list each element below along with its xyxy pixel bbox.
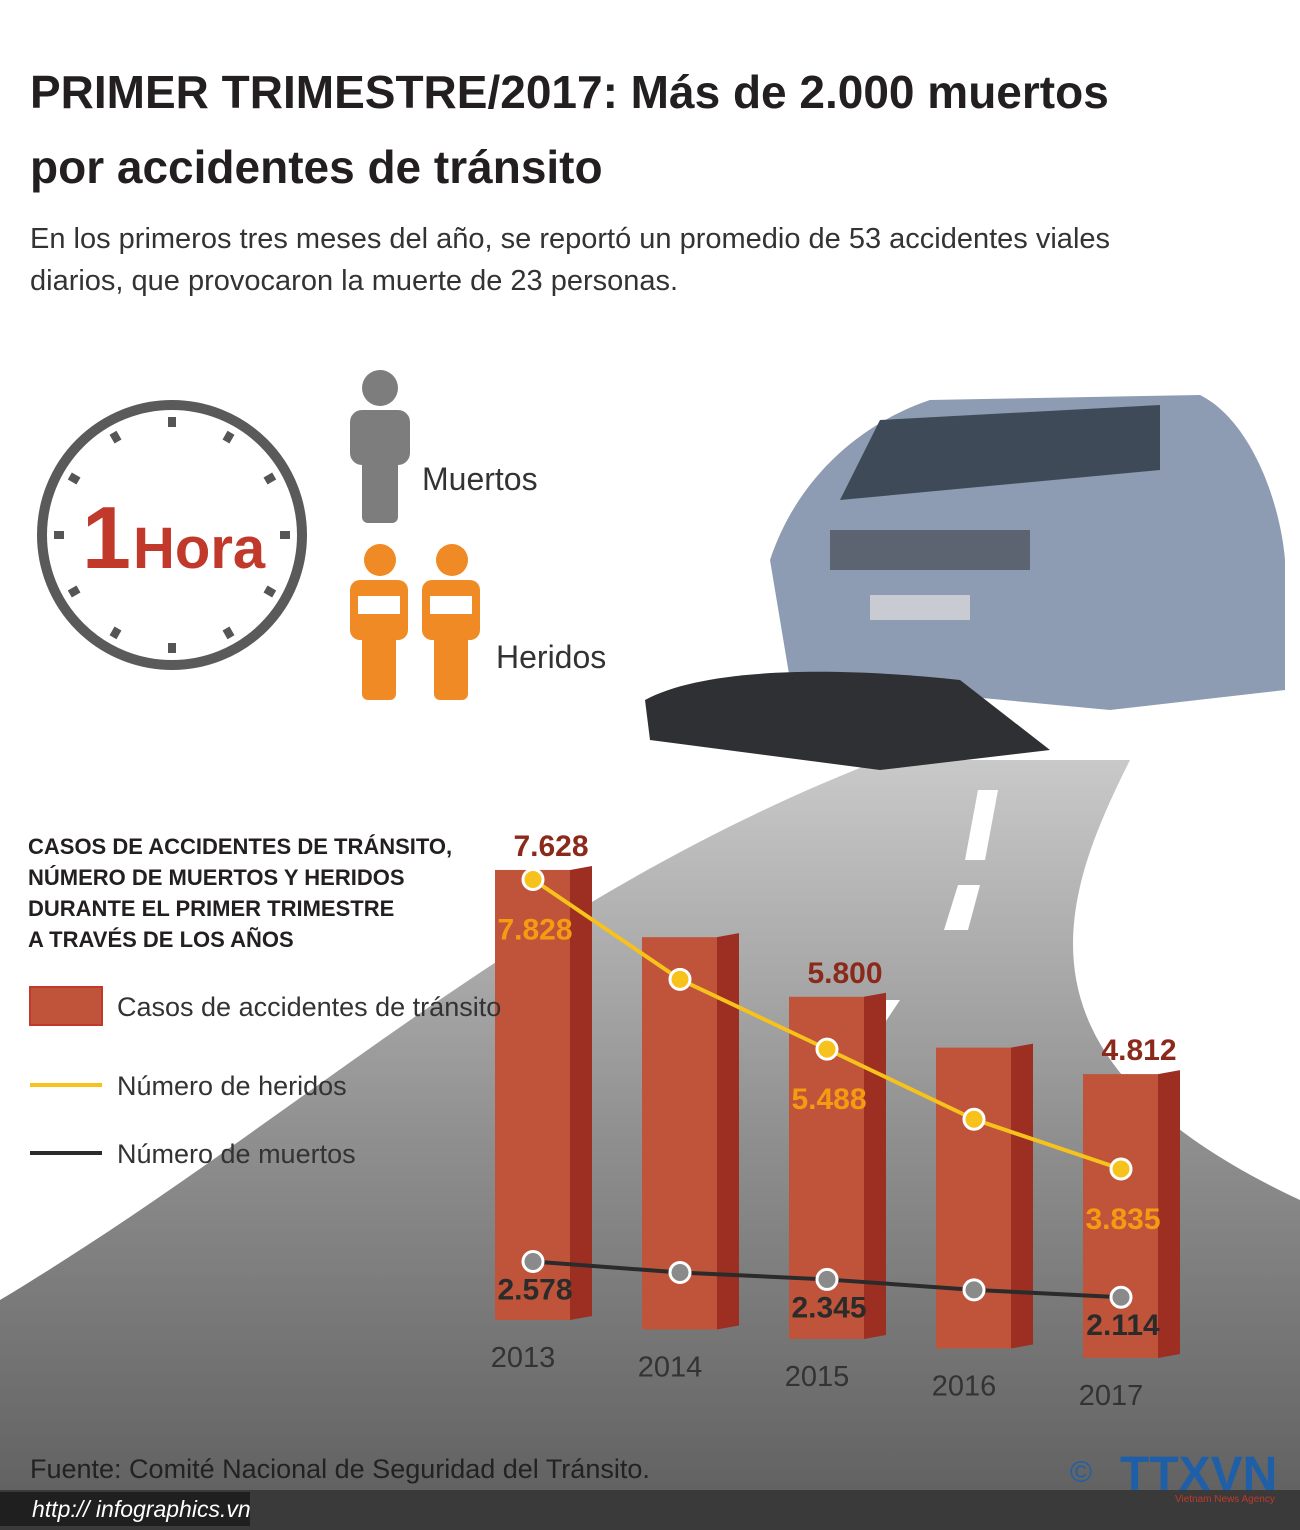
bar-side (570, 865, 592, 1320)
line-marker (962, 1278, 986, 1302)
logo-sub: Vietnam News Agency (1175, 1494, 1275, 1505)
line-marker (815, 1037, 839, 1061)
line-value-label: 2.114 (1086, 1309, 1160, 1342)
title: PRIMER TRIMESTRE/2017: Más de 2.000 muer… (30, 66, 1109, 118)
bar (1083, 1074, 1158, 1358)
bar (936, 1047, 1011, 1349)
chart-title: A TRAVÉS DE LOS AÑOS (28, 927, 294, 952)
clock-number: 1 (82, 488, 131, 587)
bar-side (1011, 1043, 1033, 1349)
bar-side (864, 992, 886, 1339)
source: Fuente: Comité Nacional de Seguridad del… (30, 1454, 650, 1484)
x-tick-label: 2013 (491, 1342, 556, 1374)
car-illustration (645, 395, 1285, 770)
line-marker (668, 967, 692, 991)
clock-tick (263, 472, 277, 485)
line-value-label: 2.345 (791, 1291, 866, 1324)
x-tick-label: 2017 (1079, 1380, 1144, 1412)
bar-side (1158, 1070, 1180, 1358)
x-tick-label: 2014 (638, 1352, 703, 1384)
line-marker (815, 1267, 839, 1291)
title: por accidentes de tránsito (30, 141, 603, 193)
bar-value-label: 5.800 (807, 957, 882, 990)
line-value-label: 5.488 (791, 1083, 866, 1116)
line-marker (962, 1107, 986, 1131)
copyright: © (1070, 1456, 1092, 1489)
bar-value-label: 4.812 (1101, 1034, 1176, 1067)
line-marker (1109, 1285, 1133, 1309)
chart-title: DURANTE EL PRIMER TRIMESTRE (28, 896, 394, 921)
line-marker (521, 867, 545, 891)
url: http:// infographics.vn (32, 1496, 251, 1522)
bar-value-label: 7.628 (513, 830, 588, 863)
line-value-label: 2.578 (497, 1273, 572, 1306)
chart-title: CASOS DE ACCIDENTES DE TRÁNSITO, (28, 834, 452, 859)
line-marker (668, 1261, 692, 1285)
dead-label: Muertos (422, 461, 538, 497)
dead-icon (350, 370, 410, 523)
line-marker (521, 1249, 545, 1273)
subtitle: En los primeros tres meses del año, se r… (30, 223, 1110, 255)
chart-title: NÚMERO DE MUERTOS Y HERIDOS (28, 865, 405, 890)
clock-tick (109, 626, 122, 640)
clock-tick (67, 585, 81, 598)
line-marker (1109, 1157, 1133, 1181)
bar (495, 869, 570, 1320)
legend-swatch (29, 986, 103, 1026)
legend-label: Casos de accidentes de tránsito (117, 992, 501, 1022)
url-box (0, 1492, 250, 1526)
x-tick-label: 2016 (932, 1371, 997, 1403)
legend-label: Número de heridos (117, 1071, 347, 1101)
logo: TTXVN (1120, 1448, 1277, 1501)
injured-label: Heridos (496, 639, 606, 675)
x-tick-label: 2015 (785, 1361, 850, 1393)
clock-tick (263, 585, 277, 598)
clock-tick (222, 430, 235, 444)
clock-tick (67, 472, 81, 485)
clock-tick (109, 430, 122, 444)
clock (37, 400, 307, 670)
injured-icon (350, 544, 480, 700)
subtitle: diarios, que provocaron la muerte de 23 … (30, 265, 678, 297)
line-value-label: 3.835 (1085, 1203, 1160, 1236)
clock-unit: Hora (133, 516, 266, 581)
bar-side (717, 933, 739, 1330)
legend-label: Número de muertos (117, 1139, 356, 1169)
clock-tick (222, 626, 235, 640)
line-value-label: 7.828 (497, 913, 572, 946)
